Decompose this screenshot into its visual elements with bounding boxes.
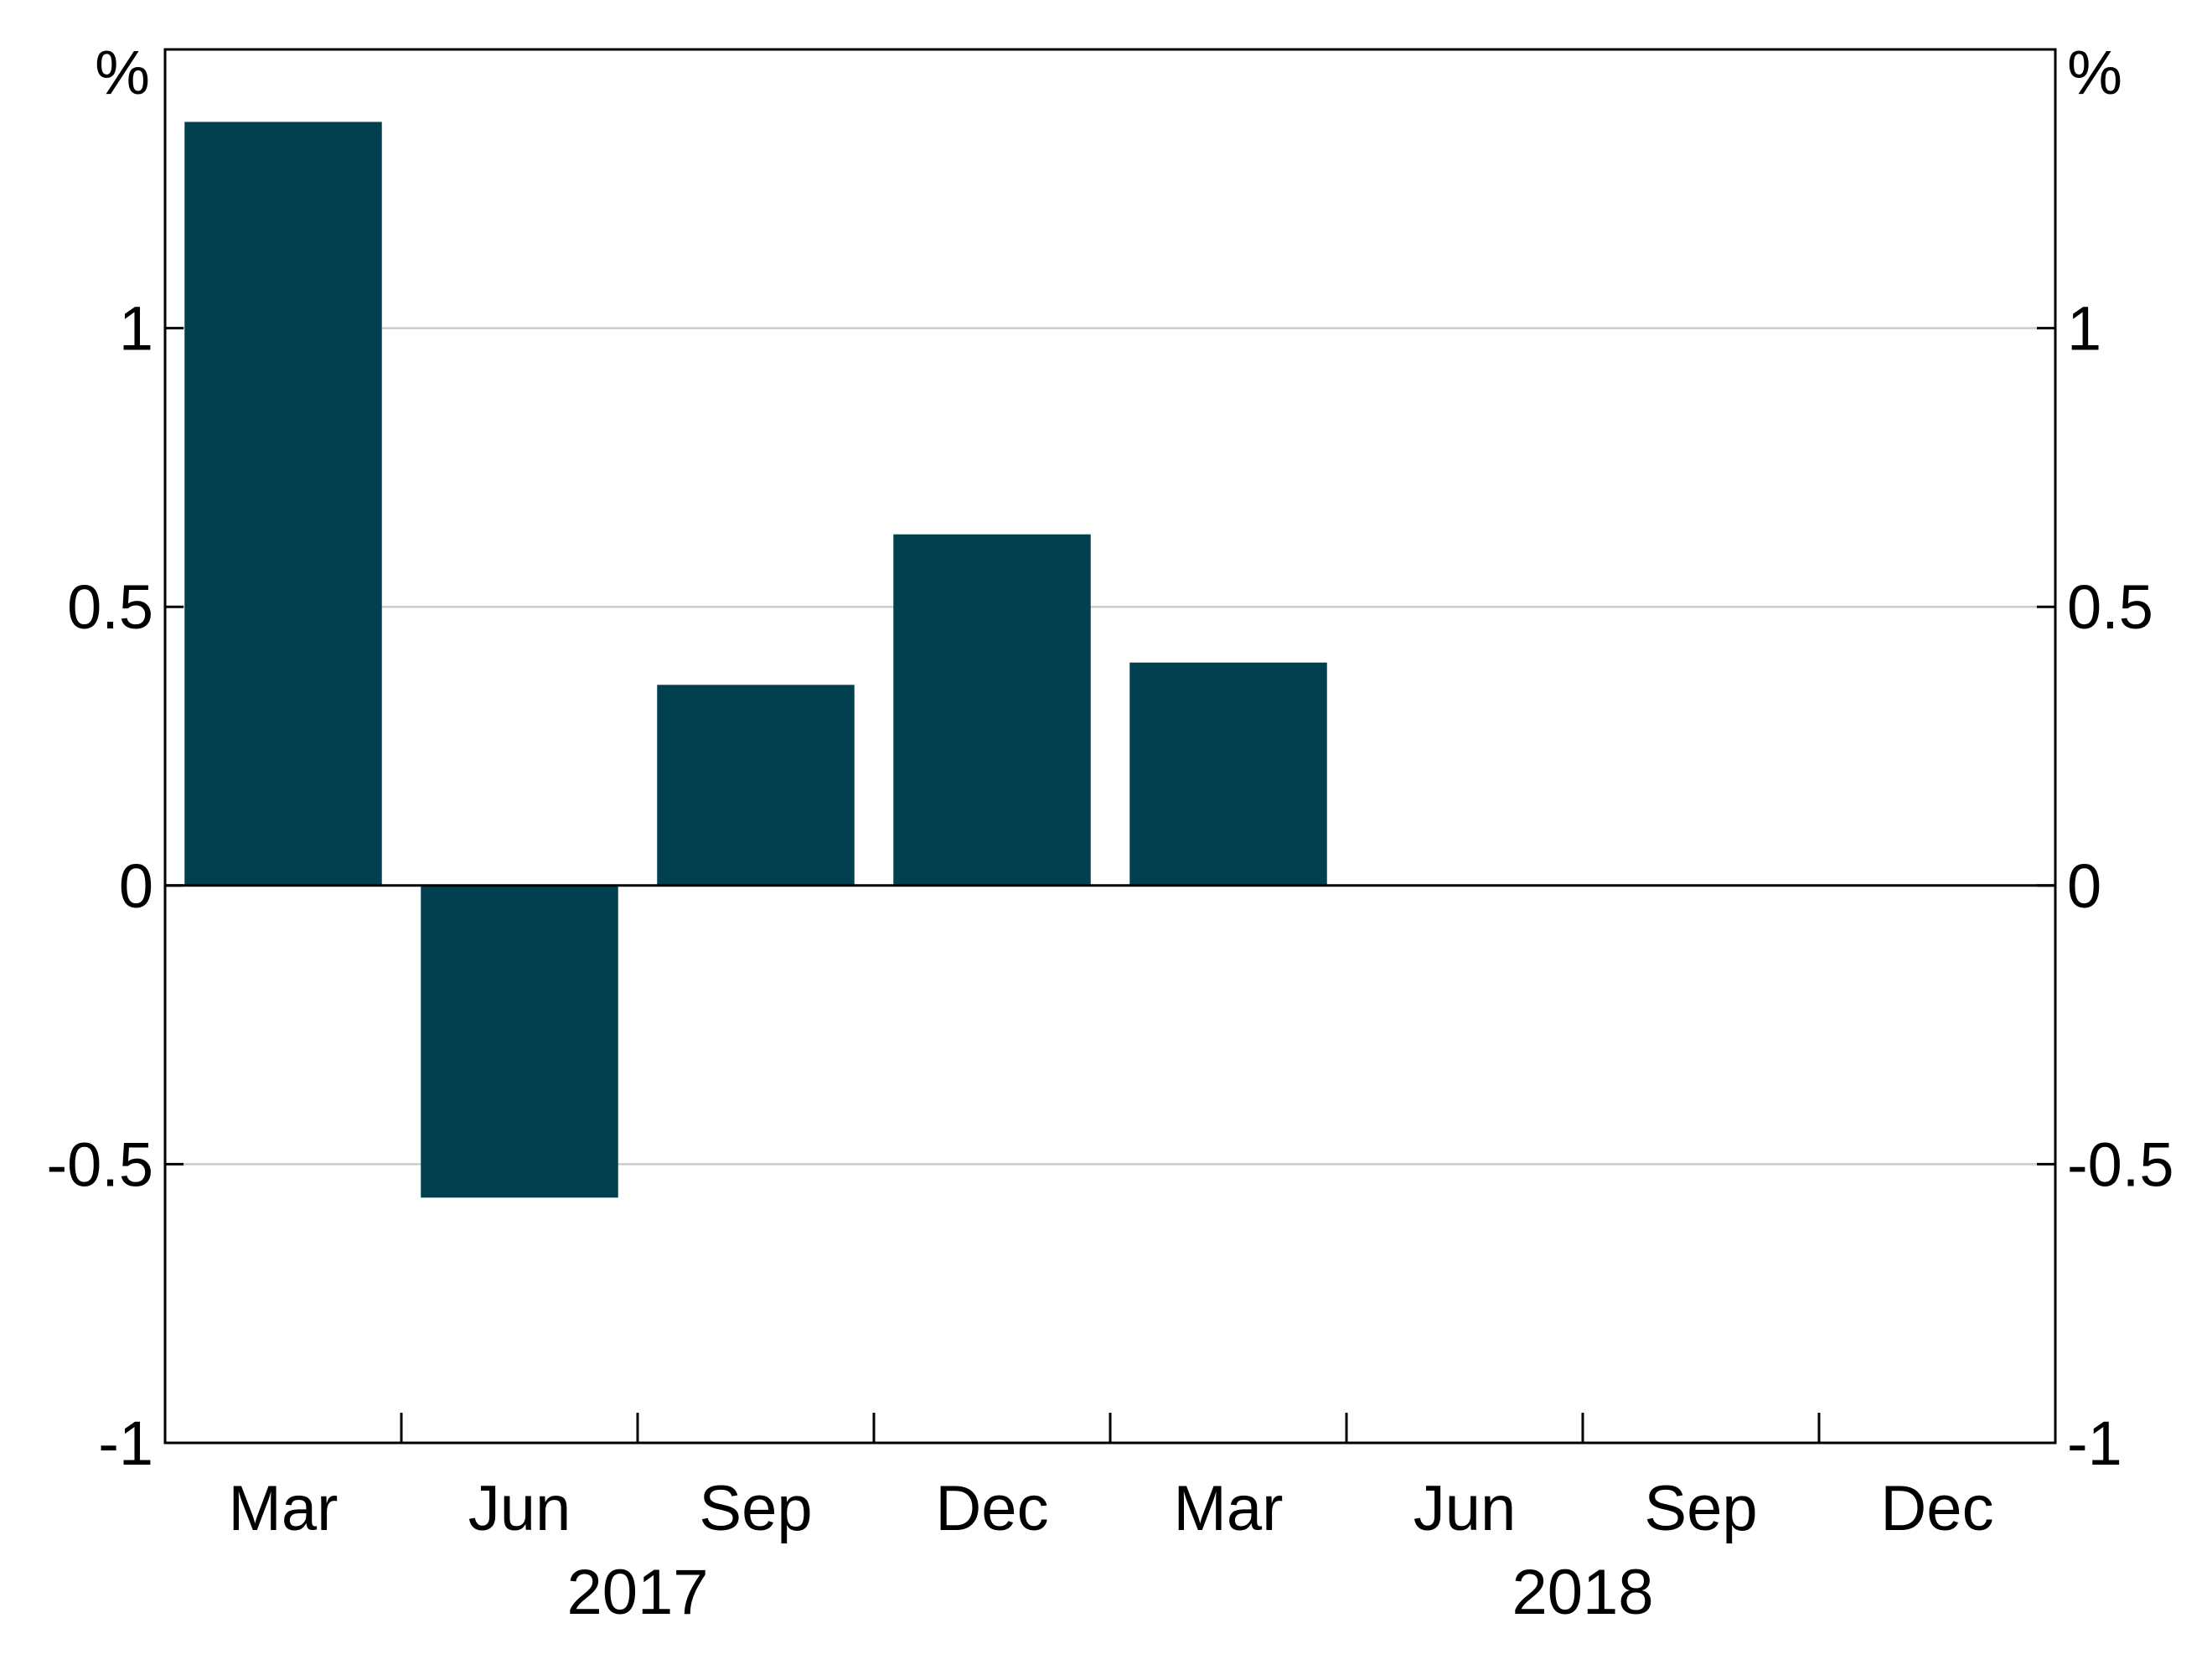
- bar-1: [421, 885, 618, 1198]
- y-tick-label-left: 1: [119, 294, 153, 364]
- y-tick-label-right: 0.5: [2067, 572, 2153, 642]
- axes: [163, 48, 2057, 1445]
- x-category-label: Dec: [935, 1473, 1048, 1544]
- left-y-tick-labels: -1 -0.5 0 0.5 1: [46, 294, 153, 1478]
- left-unit-label: %: [95, 38, 150, 107]
- x-category-label: Sep: [699, 1473, 812, 1544]
- right-y-tick-labels: -1 -0.5 0 0.5 1: [2067, 294, 2174, 1478]
- bars: [184, 121, 1327, 1198]
- plot-frame: [163, 48, 2057, 1445]
- x-category-label: Mar: [229, 1473, 339, 1544]
- x-year-labels: 2017 2018: [566, 1557, 1653, 1628]
- x-year-label: 2018: [1512, 1557, 1653, 1628]
- bar-0: [184, 121, 382, 886]
- y-tick-label-left: -0.5: [46, 1129, 153, 1199]
- x-category-label: Sep: [1644, 1473, 1757, 1544]
- bar-4: [1129, 662, 1327, 886]
- y-tick-label-left: 0: [119, 851, 153, 921]
- y-tick-label-left: -1: [98, 1409, 153, 1478]
- x-category-label: Mar: [1174, 1473, 1284, 1544]
- y-tick-label-left: 0.5: [67, 572, 153, 642]
- right-unit-label: %: [2067, 38, 2122, 107]
- bar-3: [893, 534, 1091, 886]
- y-tick-label-right: -1: [2067, 1409, 2122, 1478]
- bar-2: [657, 685, 855, 886]
- y-tick-label-right: 0: [2067, 851, 2101, 921]
- x-year-label: 2017: [566, 1557, 708, 1628]
- y-tick-label-right: 1: [2067, 294, 2101, 364]
- x-category-label: Jun: [1414, 1473, 1517, 1544]
- x-category-labels: Mar Jun Sep Dec Mar Jun Sep Dec: [229, 1473, 1994, 1544]
- x-category-label: Dec: [1880, 1473, 1993, 1544]
- x-category-label: Jun: [468, 1473, 571, 1544]
- y-tick-label-right: -0.5: [2067, 1129, 2174, 1199]
